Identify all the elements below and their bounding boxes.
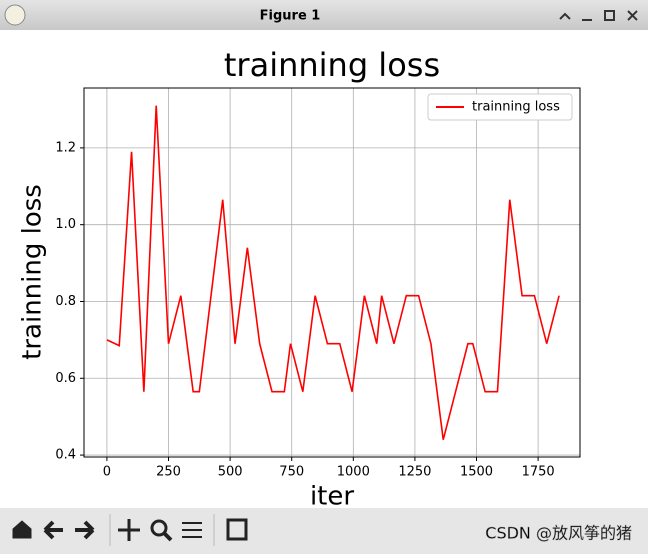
chart-title: trainning loss [224,46,440,84]
configure-button[interactable] [182,522,202,538]
zoom-button[interactable] [150,519,168,537]
pan-button[interactable] [118,519,140,541]
y-tick-label: 0.8 [55,294,76,309]
line-series [106,105,560,440]
close-button[interactable] [627,10,638,21]
x-tick-label: 250 [156,465,181,480]
x-tick-label: 1000 [337,465,370,480]
x-tick-label: 1250 [398,465,431,480]
y-tick-label: 1.2 [55,140,76,155]
back-button[interactable] [43,520,63,540]
x-tick-label: 500 [218,465,243,480]
save-button[interactable] [226,518,248,541]
x-tick-label: 1500 [460,465,493,480]
x-tick-label: 1750 [522,465,555,480]
x-tick-label: 750 [279,465,304,480]
home-button[interactable] [12,520,32,539]
y-tick-label: 1.0 [55,217,76,232]
window-title: Figure 1 [260,9,321,24]
legend-label: trainning loss [472,100,560,115]
collapse-button[interactable] [559,12,571,20]
plot-frame [83,87,581,458]
legend-box [427,93,573,121]
maximize-button[interactable] [604,10,615,21]
forward-button[interactable] [75,520,95,540]
toolbar-icons [12,514,248,546]
watermark: CSDN @放风筝的猪 [485,524,632,543]
y-axis-label: trainning loss [18,184,48,360]
x-tick-label: 0 [103,465,111,480]
toolbar [0,508,648,554]
window-controls[interactable] [559,10,638,21]
y-tick-label: 0.6 [55,371,76,386]
title-bar [0,0,648,30]
y-tick-label: 0.4 [55,448,76,463]
app-icon [4,4,26,26]
x-axis-label: iter [310,482,354,512]
